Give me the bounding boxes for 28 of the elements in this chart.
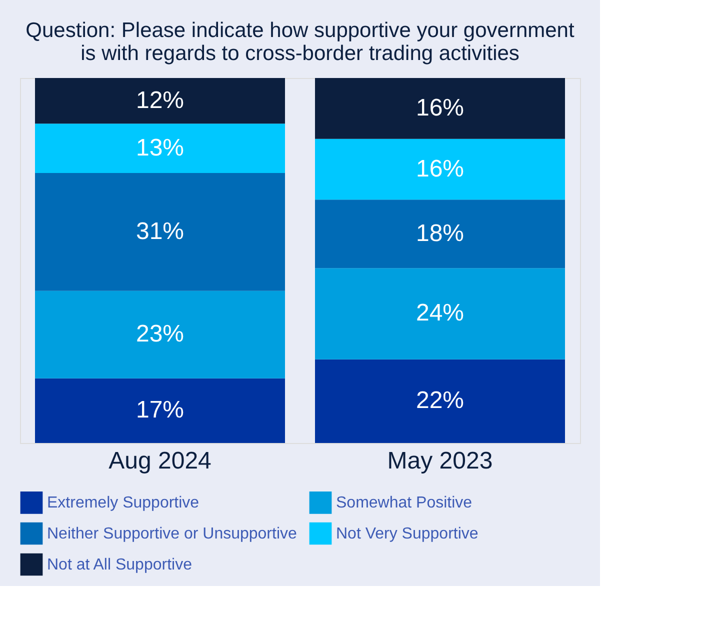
data-label: 13% bbox=[136, 134, 184, 162]
data-label: 31% bbox=[136, 218, 184, 245]
data-label: 23% bbox=[136, 320, 184, 348]
bar bbox=[315, 138, 565, 200]
bar bbox=[35, 124, 285, 174]
bar bbox=[35, 290, 285, 378]
data-label: 22% bbox=[416, 387, 464, 414]
data-label: 18% bbox=[416, 220, 464, 247]
x-tick-label: May 2023 bbox=[387, 448, 493, 474]
bar bbox=[315, 200, 565, 268]
legend-label: Neither Supportive or Unsupportive bbox=[47, 526, 298, 542]
x-tick-label: Aug 2024 bbox=[108, 448, 212, 474]
bar bbox=[315, 78, 565, 139]
legend-label: Extremely Supportive bbox=[47, 494, 200, 512]
data-label: 24% bbox=[416, 300, 464, 327]
bar bbox=[35, 378, 285, 443]
legend-label: Not at All Supportive bbox=[47, 556, 192, 574]
chart-title: Question: Please indicate how supportive your government is with regards to cross-border trading activities bbox=[26, 19, 574, 65]
data-label: 17% bbox=[136, 396, 184, 424]
bar bbox=[315, 359, 565, 443]
bar bbox=[315, 268, 565, 360]
bar bbox=[35, 173, 285, 291]
data-label: 16% bbox=[416, 94, 464, 122]
legend-label: Not Very Supportive bbox=[336, 526, 478, 542]
bar bbox=[35, 78, 285, 124]
data-label: 16% bbox=[416, 155, 464, 182]
data-label: 12% bbox=[136, 86, 184, 114]
legend-label: Somewhat Positive bbox=[336, 494, 472, 512]
